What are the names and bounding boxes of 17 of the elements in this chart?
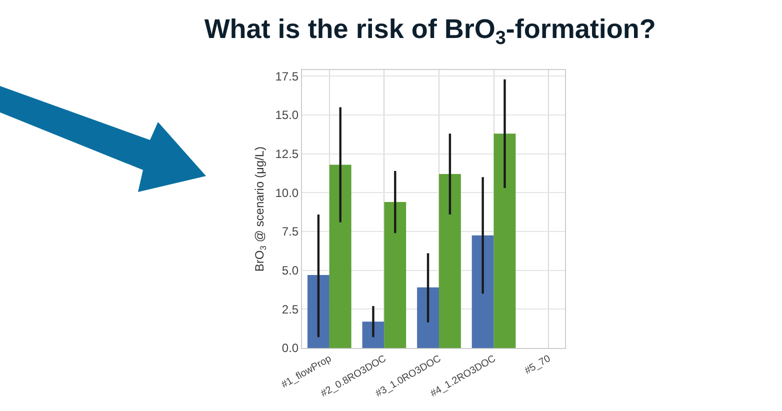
bar (384, 202, 406, 348)
bar (472, 235, 494, 348)
bar (329, 164, 352, 348)
bar (417, 287, 439, 348)
y-tick-label: 7.5 (282, 224, 299, 239)
bar (307, 275, 330, 348)
chart-title: What is the risk of BrO$_{3}$-formation? (204, 14, 656, 49)
y-tick-label: 2.5 (282, 302, 299, 316)
bar (438, 174, 461, 348)
y-tick-label: 17.5 (275, 69, 299, 84)
bar (494, 134, 516, 348)
y-tick-label: 0.0 (282, 341, 299, 356)
y-tick-label: 12.5 (275, 147, 299, 162)
y-tick-label: 10.0 (275, 186, 299, 200)
bar (362, 322, 384, 348)
y-tick-label: 15.0 (275, 108, 299, 122)
y-tick-label: 5.0 (282, 264, 299, 278)
